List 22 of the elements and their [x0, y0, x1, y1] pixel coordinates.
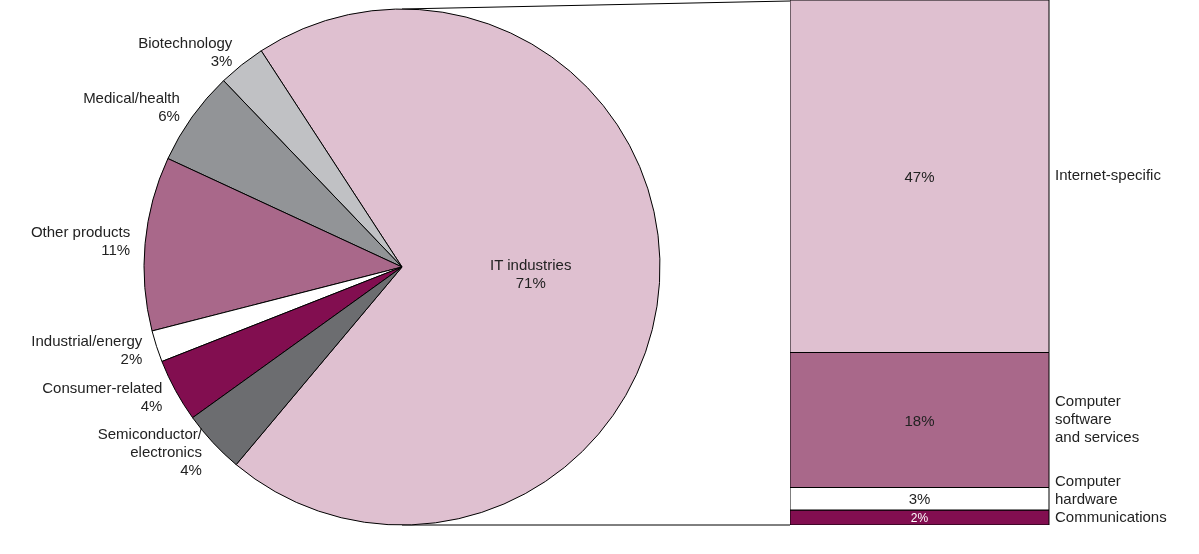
data-label: 2% [910, 510, 929, 525]
data-label: 71% [515, 273, 546, 291]
data-label: 47% [904, 167, 935, 185]
series-label: Internet-specific [1055, 166, 1162, 184]
data-label: 4% [180, 460, 202, 478]
slice-label: Industrial/energy [31, 331, 143, 349]
data-label: 6% [158, 107, 180, 125]
slice-label: Other products [30, 223, 131, 240]
slice-label: Semiconductor/ electronics [97, 424, 203, 460]
data-label: 18% [904, 411, 935, 429]
slice-label: IT industries [490, 255, 572, 273]
data-label: 4% [140, 396, 163, 414]
data-label: 2% [120, 349, 143, 367]
data-label: 11% [101, 241, 131, 258]
series-label: Communications [1055, 507, 1167, 525]
series-label: Computer hardware [1055, 471, 1121, 507]
slice-label: Consumer-related [42, 378, 163, 396]
slice-label: Medical/health [83, 89, 180, 107]
data-label: 3% [210, 52, 233, 70]
series-label: Computer software and services [1055, 391, 1140, 445]
data-label: 3% [908, 490, 931, 508]
slice-label: Biotechnology [138, 34, 233, 52]
